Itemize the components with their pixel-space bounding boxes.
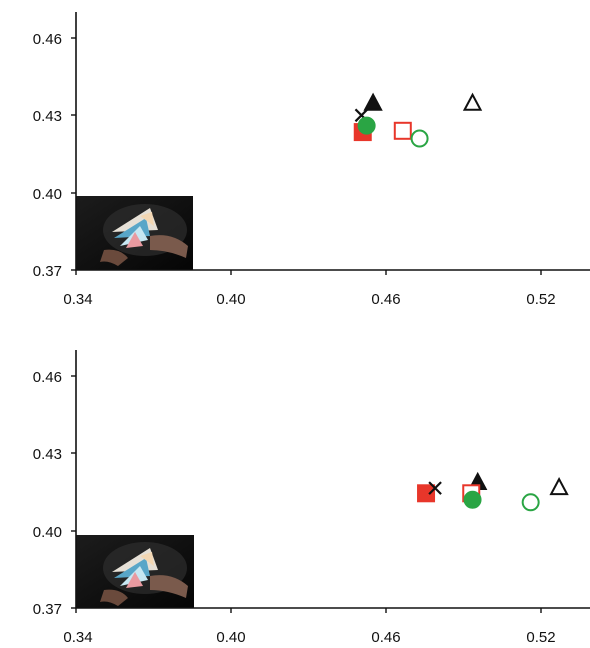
filled-circle-marker: [357, 116, 376, 135]
y-tick-label: 0.43: [33, 108, 62, 125]
x-tick-label: 0.40: [216, 291, 245, 308]
ticks-group-2: [71, 375, 542, 613]
open-triangle-marker: [549, 477, 569, 496]
y-tick-label: 0.46: [33, 369, 62, 386]
x-tick-label: 0.52: [526, 291, 555, 308]
y-tick-label: 0.37: [33, 601, 62, 618]
filled-square-marker: [417, 484, 436, 503]
y-tick-label: 0.43: [33, 446, 62, 463]
filled-circle-marker: [463, 490, 482, 509]
x-tick-label: 0.46: [371, 291, 400, 308]
y-tick-label: 0.37: [33, 263, 62, 280]
inset-photo-2: [76, 535, 194, 608]
inset-photo-1: [76, 196, 193, 270]
open-circle-marker: [521, 493, 540, 512]
x-tick-label: 0.34: [63, 291, 92, 308]
marks-group-2: [417, 471, 569, 512]
x-tick-label: 0.34: [63, 629, 92, 646]
scatter-panel-1: 0.34 0.40 0.46 0.52 0.46 0.43 0.40 0.37: [33, 12, 590, 308]
scatter-panel-2: 0.34 0.40 0.46 0.52 0.46 0.43 0.40 0.37: [33, 350, 590, 646]
cross-marker: [428, 481, 442, 495]
filled-triangle-marker: [363, 92, 383, 111]
y-tick-label: 0.40: [33, 524, 62, 541]
open-triangle-marker: [462, 92, 483, 111]
x-tick-label: 0.52: [526, 629, 555, 646]
y-tick-label: 0.46: [33, 31, 62, 48]
y-tick-label: 0.40: [33, 186, 62, 203]
ticks-group-1: [71, 37, 542, 275]
marks-group-1: [353, 92, 483, 148]
open-square-marker: [393, 121, 412, 140]
open-circle-marker: [410, 129, 429, 148]
x-tick-label: 0.40: [216, 629, 245, 646]
x-tick-label: 0.46: [371, 629, 400, 646]
